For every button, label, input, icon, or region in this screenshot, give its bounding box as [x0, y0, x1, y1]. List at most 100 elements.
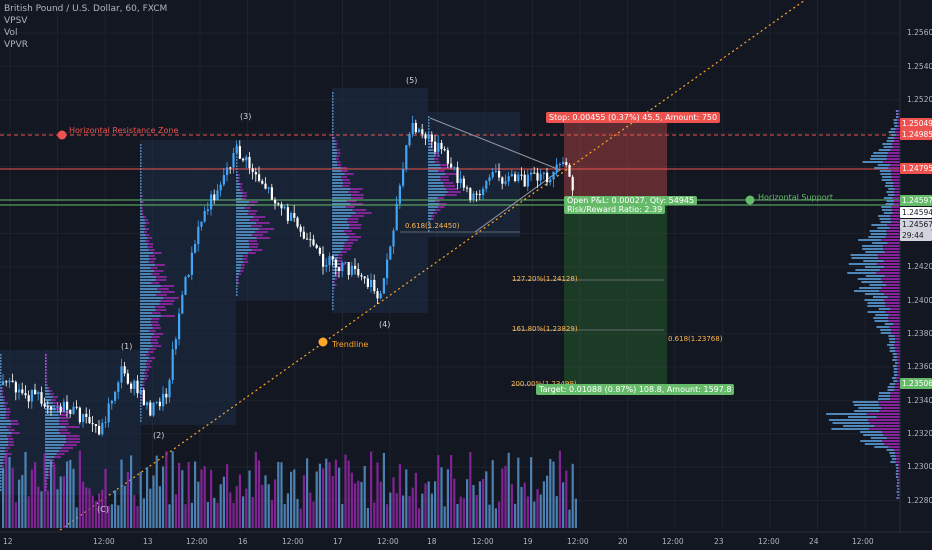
- session-vp-bar: [149, 348, 156, 350]
- volume-bar: [507, 452, 510, 528]
- session-vp-bar: [335, 143, 338, 145]
- session-vp-bar: [142, 381, 145, 383]
- session-vp-bar: [140, 237, 148, 239]
- session-vp-bar: [140, 153, 142, 155]
- wave-label-c: (C): [97, 505, 109, 514]
- indicator-vpsv[interactable]: VPSV: [4, 16, 28, 26]
- candle-body: [197, 226, 200, 244]
- candle-body: [315, 245, 318, 248]
- volume-bar: [501, 468, 504, 528]
- time-tick: 24: [809, 537, 819, 546]
- session-vp-bar: [332, 110, 334, 112]
- candle-body: [126, 373, 129, 384]
- session-vp-bar: [428, 209, 436, 211]
- session-vp-bar: [428, 212, 434, 214]
- session-vp-bar: [332, 179, 343, 181]
- session-vp-bar: [140, 411, 142, 413]
- candle-body: [258, 174, 261, 181]
- symbol-title[interactable]: British Pound / U.S. Dollar, 60, FXCM: [4, 4, 168, 14]
- session-vp-bar: [59, 417, 70, 419]
- target-tag[interactable]: Target: 0.01088 (0.87%) 108.8, Amount: 1…: [536, 384, 735, 395]
- vpvr-bar: [879, 392, 891, 394]
- target-zone: [564, 200, 667, 388]
- vpvr-bar: [878, 401, 900, 403]
- session-vp-bar: [332, 152, 338, 154]
- volume-bar: [40, 491, 43, 528]
- candle-body: [434, 141, 437, 152]
- risk-reward-tag[interactable]: Risk/Reward Ratio: 2.39: [564, 205, 666, 214]
- vpvr-bar: [866, 275, 885, 277]
- session-vp-bar: [345, 233, 356, 235]
- volume-bar: [18, 479, 21, 528]
- session-vp-bar: [332, 305, 334, 307]
- open-pnl-tag[interactable]: Open P&L: 0.00027, Qty: 54945: [564, 196, 698, 205]
- volume-bar: [30, 469, 33, 528]
- candle-body: [498, 170, 501, 178]
- candle-body: [341, 262, 344, 271]
- vpvr-bar: [889, 341, 896, 343]
- vpvr-bar: [891, 134, 897, 136]
- volume-bar: [248, 470, 251, 528]
- candle-body: [411, 122, 414, 134]
- vpvr-bar: [893, 449, 900, 451]
- session-vp-bar: [1, 387, 3, 389]
- vpvr-bar: [884, 443, 900, 445]
- indicator-vpvr[interactable]: VPVR: [4, 40, 28, 50]
- session-vp-bar: [64, 444, 77, 446]
- price-tick: 1.23800: [907, 329, 932, 338]
- candle-body: [46, 406, 49, 408]
- resistance-label[interactable]: Horizontal Resistance Zone: [69, 126, 179, 135]
- vpvr-bar: [885, 182, 894, 184]
- session-vp-bar: [333, 110, 334, 112]
- session-vp-bar: [333, 134, 335, 136]
- vpvr-bar: [889, 227, 900, 229]
- support-label[interactable]: Horizontal Support: [758, 193, 834, 202]
- indicator-vol[interactable]: Vol: [4, 28, 18, 38]
- session-vp-bar: [140, 339, 151, 341]
- candle-body: [178, 313, 181, 340]
- session-vp-bar: [45, 366, 47, 368]
- session-vp-bar: [159, 303, 173, 305]
- session-vp-bar: [140, 234, 146, 236]
- session-vp-bar: [332, 98, 334, 100]
- session-vp-bar: [251, 225, 262, 227]
- stop-price-label: 1.25049: [900, 118, 932, 129]
- session-vp-bar: [46, 378, 48, 380]
- session-vp-bar: [428, 224, 430, 226]
- candle-body: [424, 134, 427, 139]
- session-vp-bar: [428, 158, 435, 160]
- session-vp-bar: [46, 483, 48, 485]
- volume-bar: [491, 460, 494, 528]
- session-vp-bar: [428, 119, 430, 121]
- session-vp-bar: [237, 285, 239, 287]
- session-vp-bar: [65, 435, 80, 437]
- session-vp-bar: [140, 192, 142, 194]
- trendline-label[interactable]: Trendline: [332, 340, 369, 349]
- session-vp-bar: [332, 230, 344, 232]
- vpvr-bar: [876, 263, 900, 265]
- vpvr-bar: [896, 380, 900, 382]
- session-vp-bar: [333, 125, 334, 127]
- session-vp-bar: [140, 318, 152, 320]
- session-vp-bar: [141, 162, 142, 164]
- stop-tag[interactable]: Stop: 0.00455 (0.37%) 45.5, Amount: 750: [546, 112, 721, 123]
- session-vp-bar: [428, 143, 431, 145]
- candle-body: [478, 193, 481, 196]
- volume-bar: [302, 475, 305, 528]
- session-vp-bar: [144, 378, 148, 380]
- candle-body: [526, 174, 529, 187]
- candle-body: [120, 366, 123, 383]
- session-vp-bar: [439, 164, 448, 166]
- session-vp-bar: [0, 429, 9, 431]
- session-vp-bar: [47, 387, 50, 389]
- session-vp-bar: [140, 270, 155, 272]
- session-vp-bar: [140, 264, 155, 266]
- volume-bar: [402, 495, 405, 528]
- session-vp-bar: [56, 453, 65, 455]
- session-vp-bar: [429, 125, 430, 127]
- session-vp-bar: [350, 197, 364, 199]
- session-vp-bar: [140, 297, 164, 299]
- session-vp-bar: [0, 369, 2, 371]
- session-vp-bar: [242, 258, 248, 260]
